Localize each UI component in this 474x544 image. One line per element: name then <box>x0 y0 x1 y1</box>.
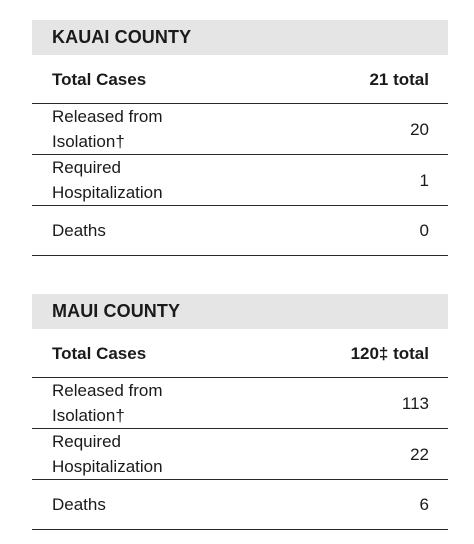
row-value: 22 <box>410 444 429 464</box>
hospitalization-row: Required Hospitalization 1 <box>32 155 448 206</box>
row-value: 120‡ total <box>350 343 429 363</box>
row-label: Deaths <box>52 221 106 240</box>
row-value: 113 <box>401 393 429 413</box>
row-value: 20 <box>410 119 429 139</box>
row-value: 0 <box>419 221 429 240</box>
county-header: MAUI COUNTY <box>32 294 448 329</box>
total-cases-row: Total Cases 21 total <box>32 55 448 104</box>
row-label: Total Cases <box>52 343 147 363</box>
row-label: Deaths <box>52 495 106 514</box>
row-label: Released from Isolation† <box>52 381 163 425</box>
released-row: Released from Isolation† 20 <box>32 104 448 155</box>
total-cases-row: Total Cases 120‡ total <box>32 329 448 378</box>
kauai-county-table: KAUAI COUNTY Total Cases 21 total Releas… <box>32 20 448 256</box>
deaths-row: Deaths 0 <box>32 206 448 256</box>
row-value: 1 <box>419 170 429 190</box>
county-header: KAUAI COUNTY <box>32 20 448 55</box>
hospitalization-row: Required Hospitalization 22 <box>32 429 448 480</box>
row-value: 21 total <box>369 69 429 89</box>
deaths-row: Deaths 6 <box>32 480 448 530</box>
released-row: Released from Isolation† 113 <box>32 378 448 429</box>
row-value: 6 <box>419 495 429 514</box>
row-label: Required Hospitalization <box>52 432 163 476</box>
maui-county-table: MAUI COUNTY Total Cases 120‡ total Relea… <box>32 294 448 530</box>
row-label: Total Cases <box>52 69 147 89</box>
row-label: Required Hospitalization <box>52 158 163 202</box>
row-label: Released from Isolation† <box>52 107 163 151</box>
